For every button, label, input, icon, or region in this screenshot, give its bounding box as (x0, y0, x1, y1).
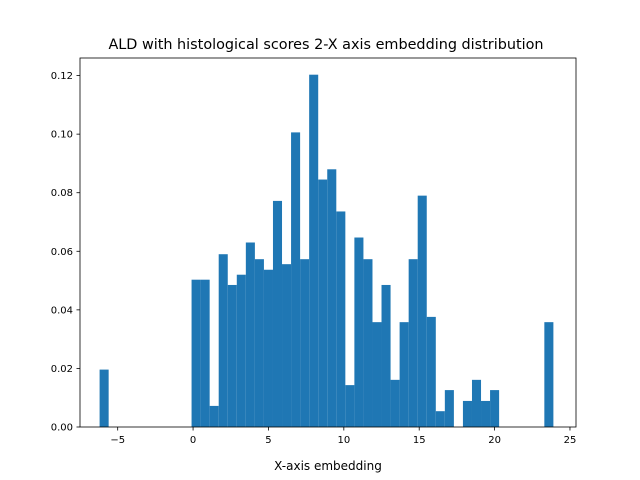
x-tick-label: 0 (190, 435, 196, 446)
y-tick-label: 0.00 (51, 423, 73, 434)
histogram-bar (300, 259, 310, 427)
bars-group (99, 74, 554, 428)
histogram-bar (481, 400, 491, 427)
histogram-bar (263, 269, 273, 427)
histogram-bar (282, 264, 292, 427)
histogram-bar (291, 132, 301, 427)
histogram-bar (544, 322, 554, 427)
histogram-bar (372, 322, 382, 427)
y-tick-label: 0.06 (51, 247, 73, 258)
x-tick-label: 5 (265, 435, 271, 446)
histogram-bar (381, 284, 391, 427)
histogram-bar (272, 200, 283, 427)
histogram-bar (327, 169, 337, 428)
y-tick-label: 0.04 (51, 305, 73, 316)
x-tick-label: 25 (564, 435, 577, 446)
histogram-bar (444, 390, 454, 427)
histogram-bar (318, 179, 328, 427)
histogram-bar (471, 379, 482, 427)
chart-title: ALD with histological scores 2-X axis em… (108, 37, 543, 53)
histogram-bar (435, 411, 445, 427)
histogram-bar (200, 279, 210, 427)
histogram-bar (399, 322, 409, 427)
x-tick-label: −5 (110, 435, 125, 446)
histogram-bar (99, 369, 109, 427)
histogram-bar (254, 259, 264, 427)
histogram-bar (218, 254, 228, 427)
plot-frame (79, 57, 577, 428)
x-tick-label: 20 (488, 435, 501, 446)
histogram-bar (490, 390, 500, 427)
histogram-bar (408, 259, 418, 427)
y-ticks-group: 0.00 0.02 0.04 0.06 0.08 0.10 0.12 (51, 71, 80, 434)
y-tick-label: 0.02 (51, 364, 73, 375)
x-tick-label: 10 (337, 435, 350, 446)
x-tick-label: 15 (413, 435, 426, 446)
histogram-bar (426, 316, 436, 427)
histogram-bar (345, 385, 355, 427)
histogram-bar (309, 74, 319, 427)
histogram-bar (363, 259, 373, 427)
histogram-bar (236, 274, 246, 427)
histogram-bar (390, 379, 400, 427)
histogram-bar (209, 405, 219, 427)
y-tick-label: 0.10 (51, 130, 73, 141)
histogram-bar (417, 195, 427, 427)
histogram-bar (462, 400, 472, 427)
histogram-bar (245, 242, 255, 427)
y-tick-label: 0.12 (51, 71, 73, 82)
x-axis-label: X-axis embedding (274, 459, 382, 473)
histogram-bar (354, 237, 364, 427)
histogram-bar (336, 211, 346, 427)
x-ticks-group: −5 0 5 10 15 20 25 (110, 427, 576, 446)
histogram-bar (227, 284, 237, 427)
y-tick-label: 0.08 (51, 188, 73, 199)
histogram-bar (191, 279, 201, 427)
